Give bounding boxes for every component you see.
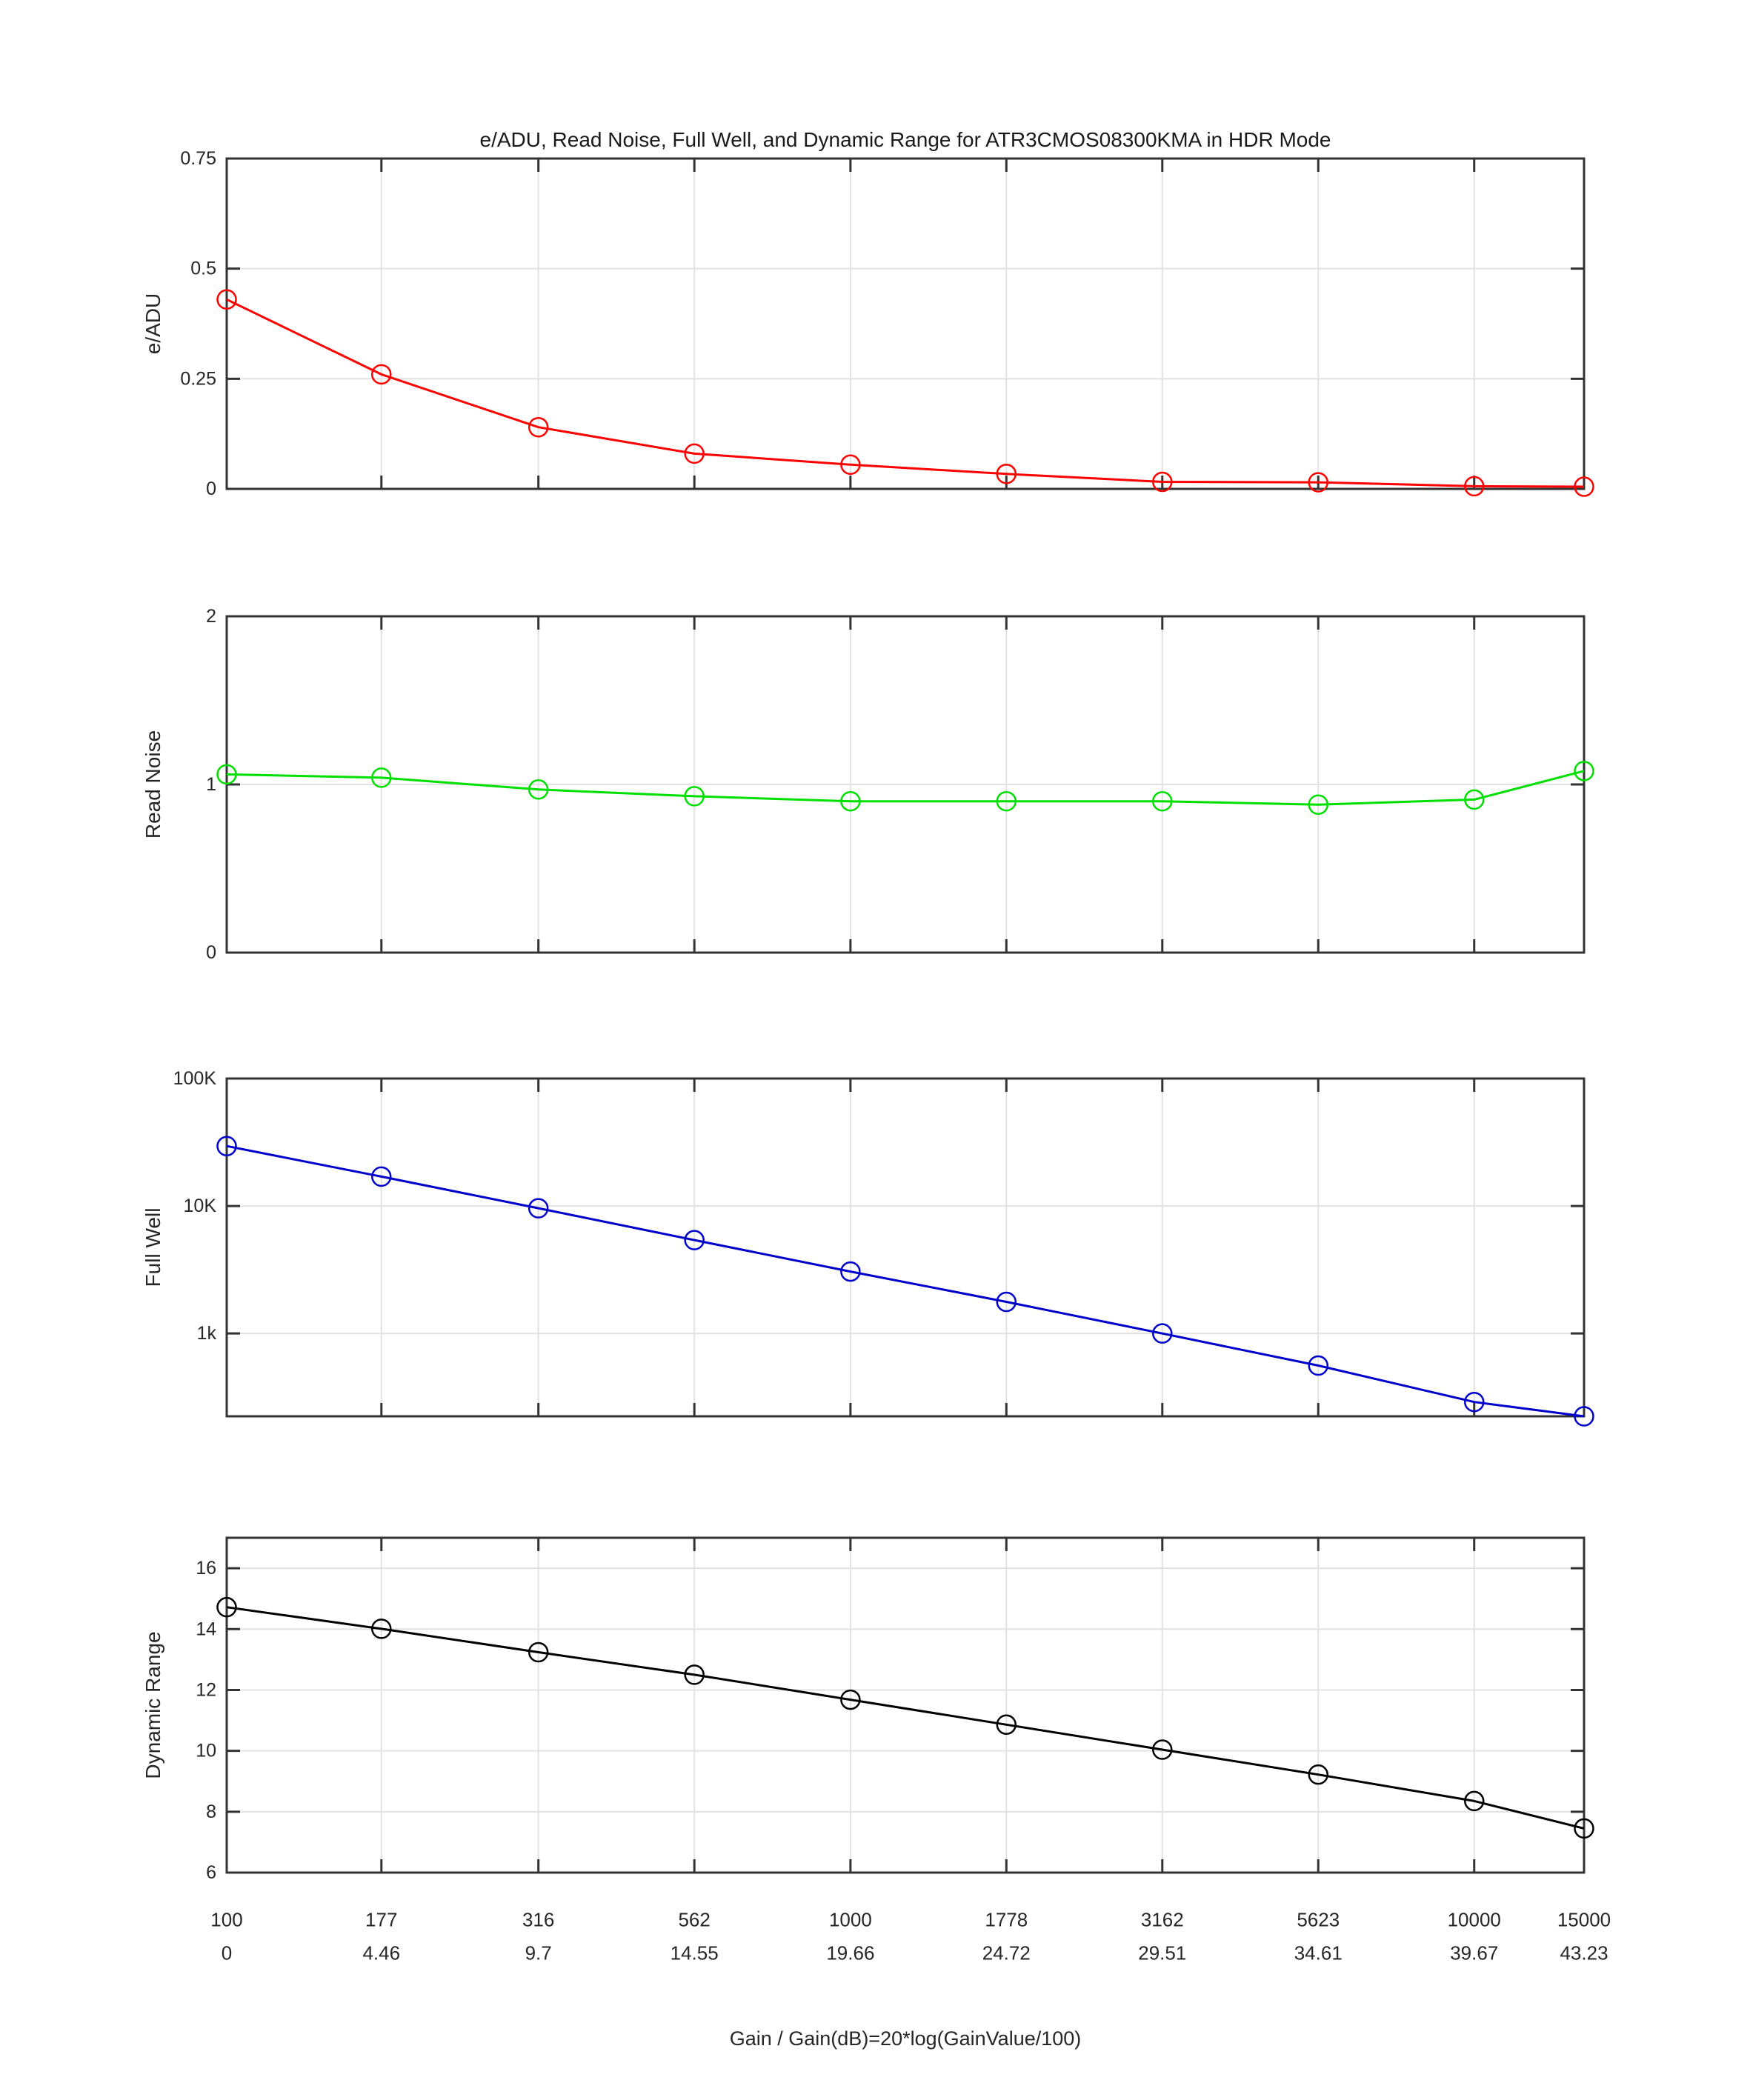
data-marker	[684, 1230, 705, 1250]
data-marker	[1464, 476, 1485, 497]
data-marker	[840, 790, 861, 812]
axes-box	[225, 1536, 1586, 1874]
data-marker	[528, 416, 549, 438]
data-marker	[1464, 1391, 1485, 1413]
data-marker	[1574, 761, 1594, 781]
x-tick-gain-label: 15000	[1557, 1908, 1611, 1931]
data-marker	[371, 1166, 392, 1187]
data-marker	[684, 786, 705, 807]
data-line-full-well	[226, 1144, 1585, 1418]
data-marker	[371, 767, 392, 788]
data-line-e-adu	[226, 298, 1585, 488]
data-marker	[528, 1641, 549, 1663]
x-tick-db-label: 34.61	[1294, 1941, 1343, 1964]
y-tick-label: 8	[206, 1801, 216, 1822]
data-marker	[1574, 476, 1594, 497]
x-tick-db-label: 0	[221, 1941, 233, 1964]
data-marker	[840, 1689, 861, 1710]
data-marker	[216, 1136, 237, 1156]
data-marker	[371, 364, 392, 385]
x-tick-gain-label: 316	[522, 1908, 555, 1931]
y-tick-label: 12	[196, 1679, 216, 1700]
x-tick-gain-label: 5623	[1297, 1908, 1340, 1931]
axes-box	[225, 1077, 1586, 1418]
y-tick-label: 16	[196, 1558, 216, 1579]
data-line-read-noise	[226, 770, 1585, 806]
data-marker	[684, 1664, 705, 1685]
y-tick-label: 0.25	[180, 368, 216, 389]
data-marker	[840, 1261, 861, 1282]
ylabel-eadu: e/ADU	[142, 293, 164, 355]
y-tick-label: 0.75	[180, 148, 216, 169]
data-marker	[1152, 1323, 1173, 1344]
data-marker	[1152, 471, 1173, 493]
data-marker	[1464, 1790, 1485, 1812]
axes-box	[225, 157, 1586, 490]
x-tick-db-label: 19.66	[826, 1941, 875, 1964]
ylabel-read-noise: Read Noise	[142, 730, 164, 839]
data-marker	[1152, 1739, 1173, 1760]
data-marker	[528, 1198, 549, 1219]
data-marker	[216, 764, 237, 785]
figure-title: e/ADU, Read Noise, Full Well, and Dynami…	[479, 128, 1331, 151]
y-tick-label: 100K	[173, 1068, 217, 1089]
y-tick-label: 1k	[197, 1323, 217, 1344]
data-marker	[371, 1619, 392, 1639]
x-tick-db-label: 24.72	[982, 1941, 1031, 1964]
data-marker	[1308, 472, 1329, 493]
ylabel-full-well: Full Well	[142, 1207, 164, 1287]
x-tick-gain-label: 1000	[828, 1908, 872, 1931]
data-line-dynamic-range	[226, 1606, 1585, 1830]
data-marker	[684, 443, 705, 464]
xaxis-title: Gain / Gain(dB)=20*log(GainValue/100)	[729, 2027, 1082, 2050]
data-marker	[528, 779, 549, 800]
data-marker	[1152, 790, 1173, 812]
data-marker	[1308, 1764, 1329, 1785]
y-tick-label: 0	[206, 479, 216, 499]
x-tick-gain-label: 177	[365, 1908, 398, 1931]
x-tick-gain-label: 1778	[985, 1908, 1028, 1931]
data-marker	[1574, 1818, 1594, 1839]
y-tick-label: 1	[206, 774, 216, 795]
data-marker	[996, 464, 1017, 484]
data-marker	[1464, 789, 1485, 810]
x-tick-gain-label: 100	[210, 1908, 243, 1931]
y-tick-label: 6	[206, 1862, 216, 1883]
data-marker	[1308, 794, 1329, 815]
data-marker	[216, 289, 237, 310]
data-marker	[996, 1714, 1017, 1736]
x-tick-db-label: 14.55	[670, 1941, 719, 1964]
x-tick-db-label: 43.23	[1560, 1941, 1608, 1964]
data-marker	[996, 1291, 1017, 1313]
x-tick-db-label: 39.67	[1450, 1941, 1499, 1964]
y-tick-label: 10	[196, 1741, 216, 1761]
x-tick-gain-label: 10000	[1447, 1908, 1501, 1931]
y-tick-label: 14	[196, 1619, 216, 1639]
y-tick-label: 0.5	[190, 259, 216, 279]
y-tick-label: 2	[206, 606, 216, 627]
data-marker	[996, 790, 1017, 812]
data-marker	[1574, 1406, 1594, 1427]
x-tick-db-label: 9.7	[525, 1941, 552, 1964]
data-marker	[216, 1596, 237, 1618]
data-marker	[840, 454, 861, 476]
data-marker	[1308, 1355, 1329, 1376]
x-tick-gain-label: 3162	[1140, 1908, 1184, 1931]
y-tick-label: 0	[206, 942, 216, 963]
ylabel-dynamic-range: Dynamic Range	[142, 1631, 164, 1779]
x-tick-db-label: 4.46	[362, 1941, 401, 1964]
x-tick-gain-label: 562	[678, 1908, 711, 1931]
y-tick-label: 10K	[184, 1196, 217, 1216]
x-tick-db-label: 29.51	[1138, 1941, 1187, 1964]
